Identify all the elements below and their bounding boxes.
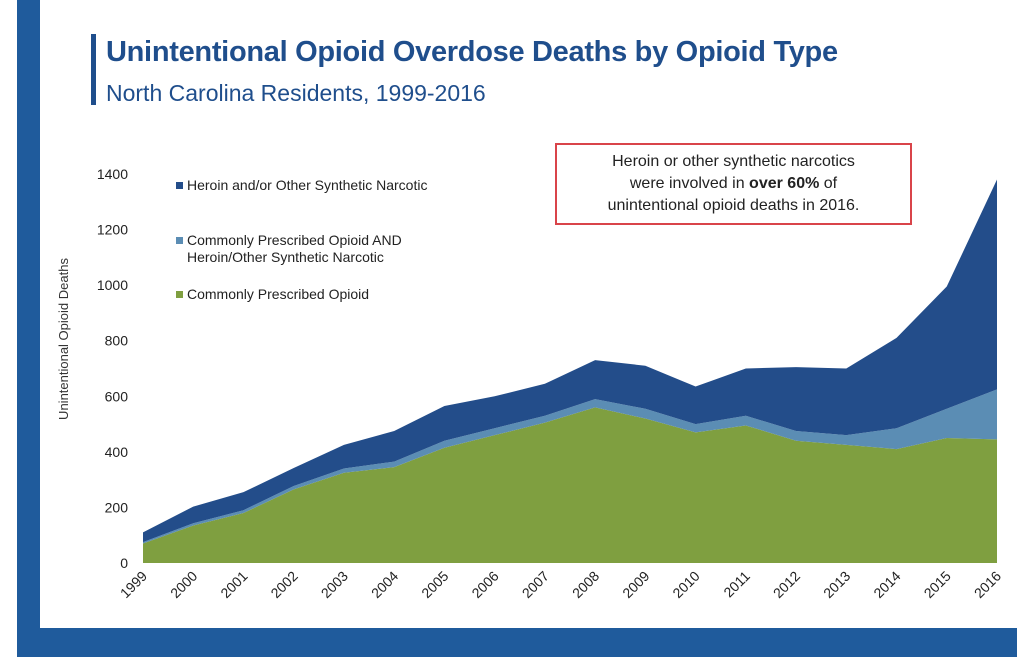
frame-bottom-border	[17, 628, 1017, 657]
legend-swatch-0	[176, 291, 183, 298]
area-chart: 0 200 400 600 800 1000 1200 1400 1999 2000 2001 20…	[56, 166, 1004, 601]
x-tick-label: 2002	[267, 568, 300, 601]
legend-label: Commonly Prescribed Opioid	[187, 286, 369, 302]
y-tick-label: 1400	[97, 166, 128, 182]
x-tick-label: 2003	[318, 568, 351, 601]
x-tick-label: 2000	[167, 568, 200, 601]
title-accent-bar	[91, 34, 96, 105]
x-tick-label: 1999	[117, 568, 150, 601]
x-tick-label: 2007	[519, 568, 552, 601]
y-axis-label: Unintentional Opioid Deaths	[56, 258, 71, 420]
callout-line-2-pre: were involved in	[629, 175, 750, 192]
legend-label: Commonly Prescribed Opioid AND	[187, 232, 402, 248]
x-tick-label: 2005	[418, 568, 451, 601]
callout-line-2-post: of	[819, 175, 838, 192]
x-axis-ticks: 1999 2000 2001 2002 2003 2004 2005 2006 2007 2008…	[117, 568, 1004, 601]
y-tick-label: 400	[105, 444, 129, 460]
y-tick-label: 600	[105, 388, 129, 404]
x-tick-label: 2009	[619, 568, 652, 601]
x-tick-label: 2013	[820, 568, 853, 601]
callout-line-1: Heroin or other synthetic narcotics	[612, 153, 855, 170]
y-tick-label: 200	[105, 499, 129, 515]
legend-swatch-2	[176, 182, 183, 189]
frame-left-border	[17, 0, 40, 631]
chart-title: Unintentional Opioid Overdose Deaths by …	[106, 36, 838, 68]
y-tick-label: 0	[120, 555, 128, 571]
x-tick-label: 2014	[870, 568, 903, 601]
x-tick-label: 2008	[569, 568, 602, 601]
x-tick-label: 2010	[669, 568, 702, 601]
legend-label: Heroin and/or Other Synthetic Narcotic	[187, 177, 427, 193]
area-series-1	[143, 389, 997, 544]
legend-label: Heroin/Other Synthetic Narcotic	[187, 249, 384, 265]
x-tick-label: 2012	[770, 568, 803, 601]
chart-subtitle: North Carolina Residents, 1999-2016	[106, 80, 486, 106]
x-tick-label: 2006	[468, 568, 501, 601]
x-tick-label: 2001	[217, 568, 250, 601]
area-series-2	[143, 179, 997, 543]
y-axis-ticks: 0 200 400 600 800 1000 1200 1400	[97, 166, 128, 571]
area-series-0	[143, 407, 997, 563]
y-tick-label: 1000	[97, 277, 128, 293]
legend: Heroin and/or Other Synthetic Narcotic Co…	[176, 177, 427, 302]
x-tick-label: 2016	[971, 568, 1004, 601]
x-tick-label: 2011	[720, 568, 753, 601]
y-tick-label: 1200	[97, 222, 128, 238]
callout-box: Heroin or other synthetic narcotics were…	[555, 143, 912, 225]
y-tick-label: 800	[105, 333, 129, 349]
callout-line-2-bold: over 60%	[749, 175, 820, 192]
x-tick-label: 2004	[368, 568, 401, 601]
x-tick-label: 2015	[921, 568, 954, 601]
chart-areas	[143, 179, 997, 563]
callout-line-3: unintentional opioid deaths in 2016.	[607, 197, 860, 214]
legend-swatch-1	[176, 237, 183, 244]
